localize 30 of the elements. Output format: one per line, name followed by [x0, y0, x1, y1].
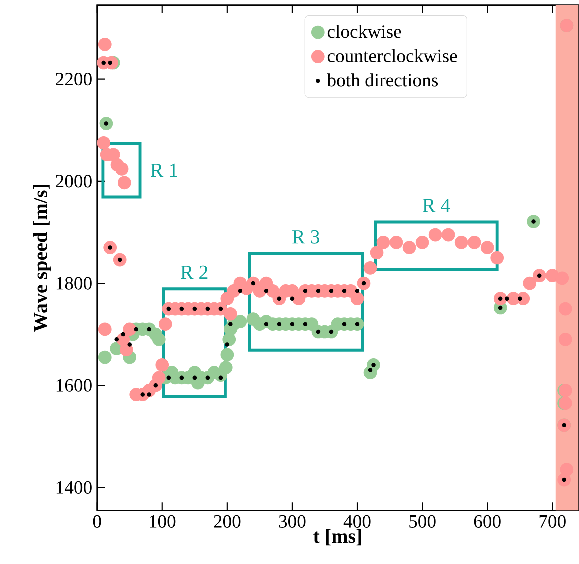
x-tick-label: 700 [540, 515, 566, 528]
x-tick-label: 500 [410, 515, 436, 528]
annotation: R 1 [150, 164, 178, 178]
point [220, 348, 234, 362]
annotation: R 4 [422, 199, 450, 212]
point [192, 376, 198, 380]
x-tick-label: 300 [279, 515, 306, 528]
y-axis-title: Wave speed [m/s] [33, 185, 52, 332]
point [228, 322, 233, 326]
y-tick-label: 1800 [56, 277, 92, 290]
annotation: R 3 [292, 230, 320, 244]
legend-label: counterclockwise [328, 49, 458, 62]
y-tick-label: 2200 [56, 73, 92, 86]
point [225, 342, 230, 347]
point [219, 361, 233, 374]
point [368, 368, 373, 372]
x-tick-label: 600 [474, 515, 501, 528]
legend-label: clockwise [328, 25, 402, 38]
legend-label: both directions [327, 74, 438, 87]
annotation: R 2 [180, 266, 208, 280]
x-tick-label: 100 [150, 515, 176, 528]
x-tick-label: 0 [93, 515, 102, 528]
x-axis-title: t [ms] [314, 529, 362, 546]
point [98, 350, 112, 364]
point [152, 332, 166, 346]
x-tick-label: 400 [344, 515, 371, 528]
x-tick-label: 200 [214, 515, 241, 528]
y-tick-label: 2000 [56, 175, 92, 188]
y-tick-label: 1400 [56, 481, 92, 494]
y-tick-label: 1600 [56, 379, 92, 392]
